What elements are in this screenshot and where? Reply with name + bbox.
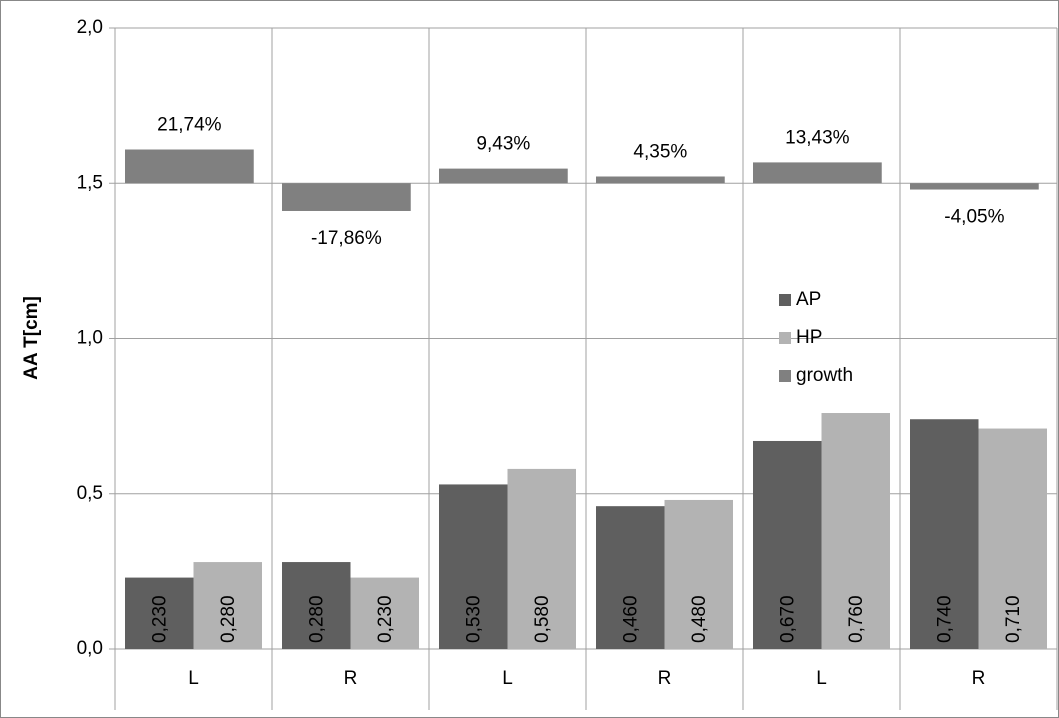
bar bbox=[350, 577, 419, 649]
value-label: 0,280 bbox=[218, 595, 239, 643]
y-tick-label: 0,5 bbox=[77, 483, 103, 504]
value-label: 0,710 bbox=[1003, 595, 1024, 643]
bar bbox=[193, 562, 262, 649]
y-tick-label: 1,5 bbox=[77, 172, 103, 193]
value-label: 0,230 bbox=[375, 595, 396, 643]
growth-label: -17,86% bbox=[311, 228, 382, 249]
value-label: 0,530 bbox=[463, 595, 484, 643]
bar bbox=[664, 499, 733, 649]
bar bbox=[125, 577, 194, 649]
bar bbox=[282, 562, 351, 649]
bar bbox=[978, 428, 1047, 649]
value-label: 0,460 bbox=[620, 595, 641, 643]
growth-bar bbox=[910, 183, 1039, 190]
legend-swatch bbox=[779, 294, 791, 306]
bar bbox=[753, 440, 822, 649]
growth-bar bbox=[282, 183, 411, 211]
legend-swatch bbox=[779, 332, 791, 344]
bar bbox=[910, 419, 979, 649]
y-tick-label: 0,0 bbox=[77, 638, 103, 659]
growth-label: 13,43% bbox=[785, 127, 850, 148]
value-label: 0,480 bbox=[689, 595, 710, 643]
value-label: 0,670 bbox=[777, 595, 798, 643]
legend-label: growth bbox=[796, 365, 853, 386]
bar bbox=[596, 506, 665, 649]
growth-label: 9,43% bbox=[476, 134, 530, 155]
growth-label: -4,05% bbox=[944, 207, 1004, 228]
x-tick-label: L bbox=[816, 668, 827, 689]
y-tick-label: 2,0 bbox=[77, 17, 103, 38]
value-label: 0,740 bbox=[934, 595, 955, 643]
x-tick-label: L bbox=[502, 668, 513, 689]
value-label: 0,230 bbox=[149, 595, 170, 643]
y-axis-label: AA T[cm] bbox=[21, 296, 42, 380]
legend-label: AP bbox=[796, 289, 821, 310]
x-tick-label: R bbox=[658, 668, 672, 689]
value-label: 0,280 bbox=[306, 595, 327, 643]
growth-bar bbox=[753, 162, 882, 184]
x-tick-label: L bbox=[188, 668, 199, 689]
value-label: 0,760 bbox=[846, 595, 867, 643]
growth-label: 21,74% bbox=[157, 115, 222, 136]
y-tick-label: 1,0 bbox=[77, 328, 103, 349]
legend-swatch bbox=[779, 370, 791, 382]
value-label: 0,580 bbox=[532, 595, 553, 643]
growth-bar bbox=[596, 176, 725, 184]
bar bbox=[507, 468, 576, 649]
legend-label: HP bbox=[796, 327, 822, 348]
bar bbox=[439, 484, 508, 649]
growth-bar bbox=[125, 149, 254, 184]
growth-label: 4,35% bbox=[633, 142, 687, 163]
bar bbox=[821, 413, 890, 649]
x-tick-label: R bbox=[344, 668, 358, 689]
x-tick-label: R bbox=[972, 668, 986, 689]
growth-bar bbox=[439, 168, 568, 184]
